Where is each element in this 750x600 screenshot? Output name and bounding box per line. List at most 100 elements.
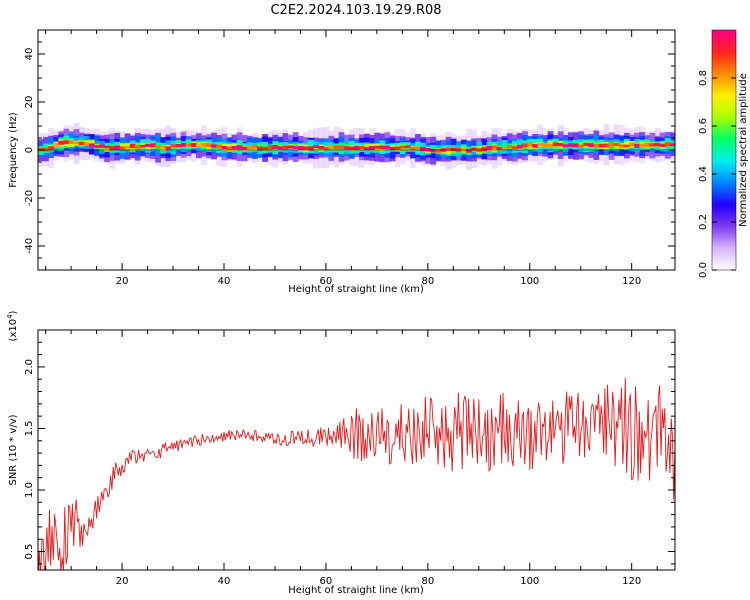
heatmap-cell xyxy=(394,146,401,150)
heatmap-cell xyxy=(211,144,217,148)
heatmap-cell xyxy=(649,143,656,147)
heatmap-cell xyxy=(384,145,391,149)
heatmap-cell xyxy=(119,146,126,151)
y-tick-label: -20 xyxy=(24,190,35,206)
x-tick-label: 60 xyxy=(320,576,333,587)
snr-multiplier: (x104) xyxy=(6,310,19,341)
heatmap-cell xyxy=(471,147,477,151)
heatmap-cell xyxy=(420,147,426,152)
heatmap-cell xyxy=(190,142,197,148)
heatmap-cell xyxy=(537,142,544,147)
heatmap-cell xyxy=(99,144,105,151)
heatmap-cell xyxy=(287,145,294,149)
heatmap-cell xyxy=(170,144,177,148)
heatmap-cell xyxy=(206,143,212,148)
heatmap-cell xyxy=(73,141,80,145)
x-tick-label: 100 xyxy=(520,276,539,287)
heatmap-cell xyxy=(430,148,437,153)
heatmap-cell xyxy=(404,145,411,149)
heatmap-cell xyxy=(78,141,85,146)
spectrogram-axes: 20 40 60 80 100 120 -40 -20 0 20 40 xyxy=(24,29,675,287)
y-tick-label: 0.5 xyxy=(24,544,35,560)
heatmap-cell xyxy=(88,143,95,148)
spectrogram-heatmap xyxy=(38,123,675,170)
heatmap-cell xyxy=(634,143,640,148)
heatmap-cell xyxy=(659,143,666,148)
heatmap-cell xyxy=(389,146,396,150)
heatmap-cell xyxy=(134,145,141,149)
heatmap-cell xyxy=(257,146,263,151)
heatmap-cell xyxy=(517,144,523,149)
heatmap-cell xyxy=(532,144,539,148)
heatmap-cell xyxy=(445,147,452,155)
heatmap-cell xyxy=(145,143,151,147)
heatmap-cell xyxy=(226,146,233,150)
heatmap-cell xyxy=(588,143,595,148)
colorbar-ticks: 0.0 0.2 0.4 0.6 0.8 xyxy=(698,70,736,278)
y-tick-label: -40 xyxy=(24,238,35,254)
snr-frame xyxy=(37,329,676,571)
heatmap-cell xyxy=(578,144,584,148)
heatmap-cell xyxy=(522,143,528,148)
heatmap-cell xyxy=(318,145,324,150)
heatmap-cell xyxy=(83,142,90,146)
heatmap-cell xyxy=(99,144,105,148)
heatmap-cell xyxy=(542,143,549,148)
heatmap-cell xyxy=(175,143,182,148)
y-tick-label: 1.0 xyxy=(24,482,35,498)
colorbar: 0.0 0.2 0.4 0.6 0.8 Normalized spectral ampl… xyxy=(698,29,749,278)
heatmap-cell xyxy=(644,142,651,147)
heatmap-cell xyxy=(313,145,319,151)
heatmap-cell xyxy=(481,147,488,152)
colorbar-label: Normalized spectral amplitude xyxy=(738,73,749,227)
heatmap-cell xyxy=(272,145,279,149)
heatmap-cell xyxy=(63,140,70,145)
heatmap-cell xyxy=(399,145,406,149)
x-tick-label: 40 xyxy=(218,276,231,287)
heatmap-cell xyxy=(491,145,498,150)
colorbar-gradient xyxy=(711,29,737,271)
colorbar-tick-label: 0.8 xyxy=(698,70,709,86)
heatmap-cell xyxy=(252,144,258,149)
heatmap-cell xyxy=(129,143,136,148)
heatmap-cell xyxy=(241,146,248,150)
colorbar-tick-label: 0.6 xyxy=(698,118,709,134)
heatmap-cell xyxy=(124,146,131,149)
heatmap-cell xyxy=(323,147,330,150)
heatmap-cell xyxy=(557,143,564,147)
x-tick-label: 100 xyxy=(520,576,539,587)
heatmap-cell xyxy=(379,145,386,150)
heatmap-cell xyxy=(618,144,625,148)
x-tick-label: 80 xyxy=(421,276,434,287)
heatmap-cell xyxy=(58,140,65,145)
heatmap-cell xyxy=(608,142,615,147)
spectrogram-panel: 20 40 60 80 100 120 -40 -20 0 20 40 Height of stra… xyxy=(8,29,676,295)
x-tick-label: 20 xyxy=(116,276,129,287)
colorbar-tick-label: 0.0 xyxy=(698,262,709,278)
heatmap-cell xyxy=(603,143,610,148)
spectrogram-xlabel: Height of straight line (km) xyxy=(288,284,424,295)
heatmap-cell xyxy=(48,146,54,151)
heatmap-cell xyxy=(624,144,630,148)
x-tick-label: 40 xyxy=(218,576,231,587)
figure-title: C2E2.2024.103.19.29.R08 xyxy=(270,3,441,18)
heatmap-cell xyxy=(104,145,110,152)
heatmap-cell xyxy=(282,145,289,150)
heatmap-cell xyxy=(506,145,513,149)
heatmap-cell xyxy=(466,148,472,153)
x-tick-label: 120 xyxy=(622,576,641,587)
heatmap-cell xyxy=(231,146,238,150)
y-tick-label: 40 xyxy=(24,48,35,61)
heatmap-cell xyxy=(359,145,365,150)
x-tick-label: 20 xyxy=(116,576,129,587)
heatmap-cell xyxy=(435,148,442,153)
colorbar-tick-label: 0.4 xyxy=(698,166,709,182)
heatmap-cell xyxy=(639,143,646,148)
heatmap-cell xyxy=(669,143,675,146)
snr-series-line xyxy=(38,377,675,570)
heatmap-cell xyxy=(353,145,360,150)
heatmap-cell xyxy=(114,145,121,150)
heatmap-cell xyxy=(308,146,314,151)
heatmap-cell xyxy=(236,145,243,150)
